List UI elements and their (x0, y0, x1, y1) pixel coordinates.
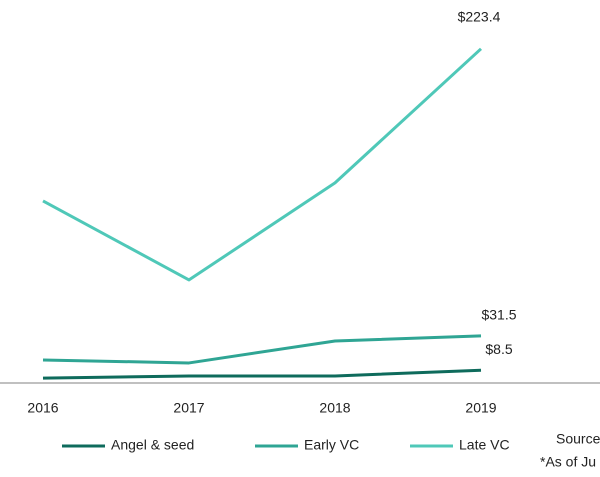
legend-label: Early VC (304, 437, 359, 453)
x-tick-label: 2017 (173, 400, 204, 416)
legend-label: Late VC (459, 437, 510, 453)
series-line (42, 368, 482, 380)
series-line (42, 334, 482, 365)
data-label: $223.4 (458, 8, 501, 24)
x-tick-label: 2019 (465, 400, 496, 416)
x-tick-label: 2016 (27, 400, 58, 416)
data-label: $31.5 (481, 307, 516, 323)
legend-label: Angel & seed (111, 437, 194, 453)
source-note: Source (556, 431, 600, 447)
series-line (42, 47, 483, 282)
date-note: *As of Ju (540, 454, 596, 470)
data-label: $8.5 (485, 341, 512, 357)
x-tick-label: 2018 (319, 400, 350, 416)
